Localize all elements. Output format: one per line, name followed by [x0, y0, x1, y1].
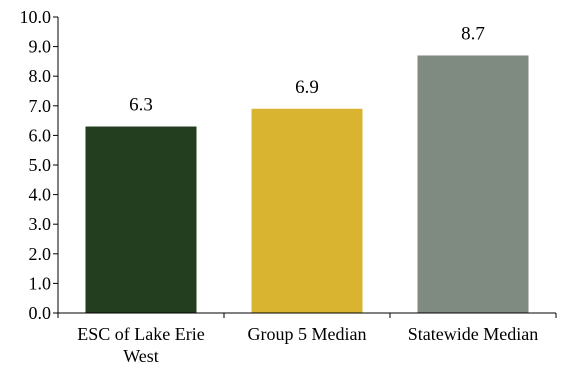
y-tick-label: 7.0 [29, 96, 52, 116]
data-label: 6.9 [295, 77, 319, 98]
y-tick-label: 0.0 [29, 303, 52, 323]
bars [85, 55, 529, 314]
y-tick-label: 10.0 [20, 7, 52, 27]
y-tick-label: 4.0 [29, 185, 52, 205]
category-label: ESC of Lake Erie [77, 324, 204, 344]
y-tick-label: 9.0 [29, 37, 52, 57]
y-tick-label: 1.0 [29, 273, 52, 293]
y-tick-label: 8.0 [29, 66, 52, 86]
bar [251, 108, 363, 313]
category-label: Statewide Median [408, 324, 538, 344]
category-label: Group 5 Median [248, 324, 367, 344]
data-label: 8.7 [461, 23, 485, 44]
y-tick-label: 5.0 [29, 155, 52, 175]
y-tick-label: 6.0 [29, 125, 52, 145]
y-tick-label: 3.0 [29, 214, 52, 234]
y-tick-label: 2.0 [29, 244, 52, 264]
bar [85, 126, 197, 314]
bar [417, 55, 529, 313]
y-axis: 0.0 1.0 2.0 3.0 4.0 5.0 6.0 7.0 8.0 9.0 10.0 [20, 7, 59, 323]
data-label: 6.3 [129, 95, 153, 116]
data-labels: 6.3 6.9 8.7 [129, 23, 485, 115]
category-label: West [123, 346, 159, 366]
